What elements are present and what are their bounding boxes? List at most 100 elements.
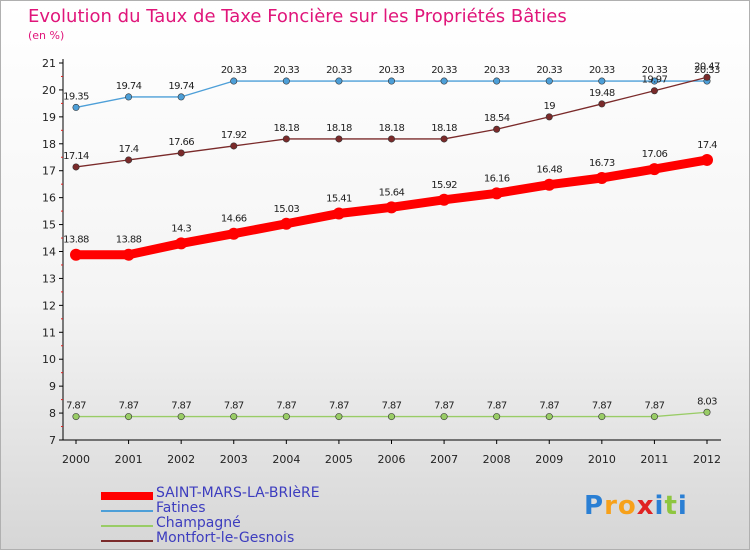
x-tick-label: 2006 xyxy=(378,453,406,466)
legend-swatch xyxy=(101,510,153,512)
data-label: 19.74 xyxy=(116,81,142,92)
data-point xyxy=(72,103,80,111)
data-label: 17.4 xyxy=(119,144,139,155)
logo-letter: P xyxy=(584,491,605,521)
data-label: 7.87 xyxy=(276,401,296,412)
x-tick-label: 2002 xyxy=(167,453,195,466)
data-label: 7.87 xyxy=(592,401,612,412)
y-tick-label: 13 xyxy=(42,272,56,285)
data-label: 7.87 xyxy=(224,401,244,412)
data-point xyxy=(177,93,185,101)
data-point xyxy=(650,413,658,421)
legend-label: SAINT-MARS-LA-BRIèRE xyxy=(156,485,320,501)
y-tick-label: 7 xyxy=(49,434,56,447)
legend-label: Fatines xyxy=(156,500,206,516)
data-point xyxy=(543,178,556,191)
data-point xyxy=(387,77,395,85)
data-label: 8.03 xyxy=(697,396,717,407)
data-label: 7.87 xyxy=(644,401,664,412)
data-point xyxy=(72,413,80,421)
data-label: 13.88 xyxy=(63,235,89,246)
data-label: 18.18 xyxy=(379,123,405,134)
data-point xyxy=(490,187,503,200)
data-label: 20.33 xyxy=(326,65,352,76)
data-label: 20.33 xyxy=(274,65,300,76)
x-tick-label: 2001 xyxy=(115,453,143,466)
data-point xyxy=(545,113,553,121)
legend-label: Champagné xyxy=(156,515,241,531)
data-point xyxy=(72,163,80,171)
y-tick-label: 15 xyxy=(42,219,56,232)
x-tick-label: 2008 xyxy=(483,453,511,466)
data-label: 19 xyxy=(543,101,555,112)
data-label: 7.87 xyxy=(382,401,402,412)
data-label: 15.64 xyxy=(379,187,405,198)
data-point xyxy=(493,125,501,133)
data-point xyxy=(701,153,713,166)
data-point xyxy=(280,217,293,230)
logo-letter: x xyxy=(636,491,655,521)
data-point xyxy=(440,135,448,143)
data-point xyxy=(177,413,185,421)
y-tick-label: 9 xyxy=(49,380,56,393)
y-tick-label: 18 xyxy=(42,138,56,151)
x-tick-label: 2004 xyxy=(272,453,300,466)
y-tick-label: 11 xyxy=(42,326,56,339)
data-label: 15.41 xyxy=(326,194,352,205)
x-tick-label: 2012 xyxy=(693,453,721,466)
data-label: 20.33 xyxy=(379,65,405,76)
chart-title: Evolution du Taux de Taxe Foncière sur l… xyxy=(28,6,567,27)
y-tick-label: 14 xyxy=(42,246,56,259)
data-label: 18.18 xyxy=(274,123,300,134)
x-tick-label: 2007 xyxy=(430,453,458,466)
legend-item: Champagné xyxy=(101,515,361,533)
data-point xyxy=(703,408,711,416)
data-point xyxy=(122,248,135,261)
data-label: 13.88 xyxy=(116,235,142,246)
data-point xyxy=(440,413,448,421)
legend-item: Fatines xyxy=(101,500,361,518)
data-point xyxy=(595,171,608,184)
x-tick-label: 2011 xyxy=(640,453,668,466)
data-label: 16.73 xyxy=(589,158,615,169)
legend-swatch xyxy=(101,492,153,500)
data-label: 7.87 xyxy=(329,401,349,412)
data-point xyxy=(598,100,606,108)
data-point xyxy=(387,135,395,143)
logo-letter: r xyxy=(604,491,618,521)
data-label: 20.33 xyxy=(642,65,668,76)
y-tick-label: 12 xyxy=(42,299,56,312)
data-label: 17.92 xyxy=(221,130,247,141)
data-point xyxy=(440,77,448,85)
data-point xyxy=(385,201,398,214)
data-label: 7.87 xyxy=(171,401,191,412)
data-label: 17.06 xyxy=(642,149,668,160)
data-label: 20.33 xyxy=(589,65,615,76)
data-label: 7.87 xyxy=(487,401,507,412)
legend-item: Montfort-le-Gesnois xyxy=(101,530,361,548)
logo-letter: t xyxy=(664,491,678,521)
data-label: 7.87 xyxy=(434,401,454,412)
chart-unit-label: (en %) xyxy=(28,29,65,42)
data-point xyxy=(177,149,185,157)
data-label: 20.33 xyxy=(536,65,562,76)
data-label: 18.18 xyxy=(326,123,352,134)
data-label: 19.35 xyxy=(63,91,89,102)
data-label: 16.16 xyxy=(484,173,510,184)
data-label: 19.97 xyxy=(642,75,668,86)
data-point xyxy=(282,135,290,143)
data-point xyxy=(387,413,395,421)
data-point xyxy=(230,413,238,421)
legend-swatch xyxy=(101,540,153,542)
data-point xyxy=(335,77,343,85)
x-tick-label: 2000 xyxy=(62,453,90,466)
data-point xyxy=(438,193,451,206)
x-tick-label: 2005 xyxy=(325,453,353,466)
data-label: 18.54 xyxy=(484,113,510,124)
data-label: 7.87 xyxy=(539,401,559,412)
data-point xyxy=(703,73,711,81)
data-label: 20.33 xyxy=(221,65,247,76)
logo-letter: i xyxy=(677,491,688,521)
